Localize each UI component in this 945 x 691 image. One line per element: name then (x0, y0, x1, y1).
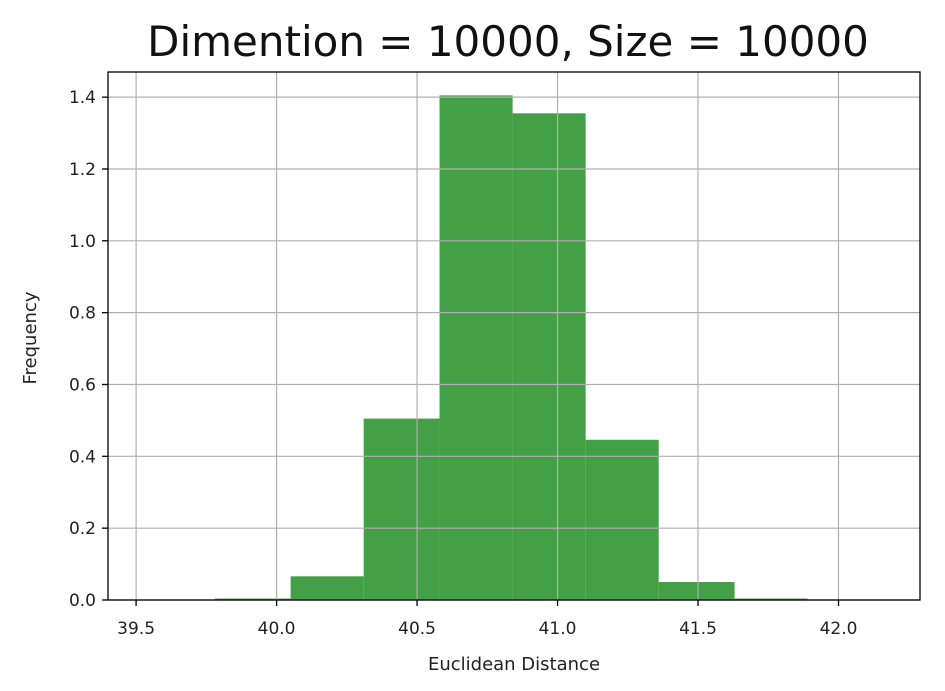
histogram-bar-4 (439, 95, 513, 601)
x-tick-label: 40.0 (258, 619, 296, 639)
histogram-bar-2 (290, 576, 364, 600)
y-tick-label: 0.8 (69, 304, 96, 324)
y-tick-label: 0.6 (69, 375, 96, 395)
ticks-layer: 39.5 40.0 40.5 41.0 41.5 42.0 0.0 0.2 0.4 0.6 0.8 1… (69, 88, 857, 639)
histogram-bar-8 (734, 598, 808, 600)
y-tick-label: 0.0 (69, 591, 96, 611)
x-tick-label: 41.0 (539, 619, 577, 639)
grid-layer (108, 72, 920, 601)
x-tick-label: 41.5 (679, 619, 717, 639)
histogram-bar-7 (658, 582, 735, 600)
x-tick-label: 42.0 (820, 619, 858, 639)
bars-layer (214, 95, 808, 601)
y-tick-label: 1.0 (69, 232, 96, 252)
x-axis-label: Euclidean Distance (428, 654, 600, 675)
y-tick-label: 1.2 (69, 160, 96, 180)
y-axis-label: Frequency (20, 291, 41, 384)
histogram-bar-6 (585, 439, 659, 600)
histogram-bar-1 (214, 598, 291, 600)
chart-title: Dimention = 10000, Size = 10000 (147, 17, 869, 66)
x-tick-label: 40.5 (398, 619, 436, 639)
y-tick-label: 0.4 (69, 447, 96, 467)
x-tick-label: 39.5 (117, 619, 155, 639)
plot-frame (107, 71, 921, 601)
histogram-bar-5 (512, 113, 586, 600)
y-tick-label: 0.2 (69, 519, 96, 539)
histogram-bar-3 (363, 418, 440, 600)
y-tick-label: 1.4 (69, 88, 96, 108)
